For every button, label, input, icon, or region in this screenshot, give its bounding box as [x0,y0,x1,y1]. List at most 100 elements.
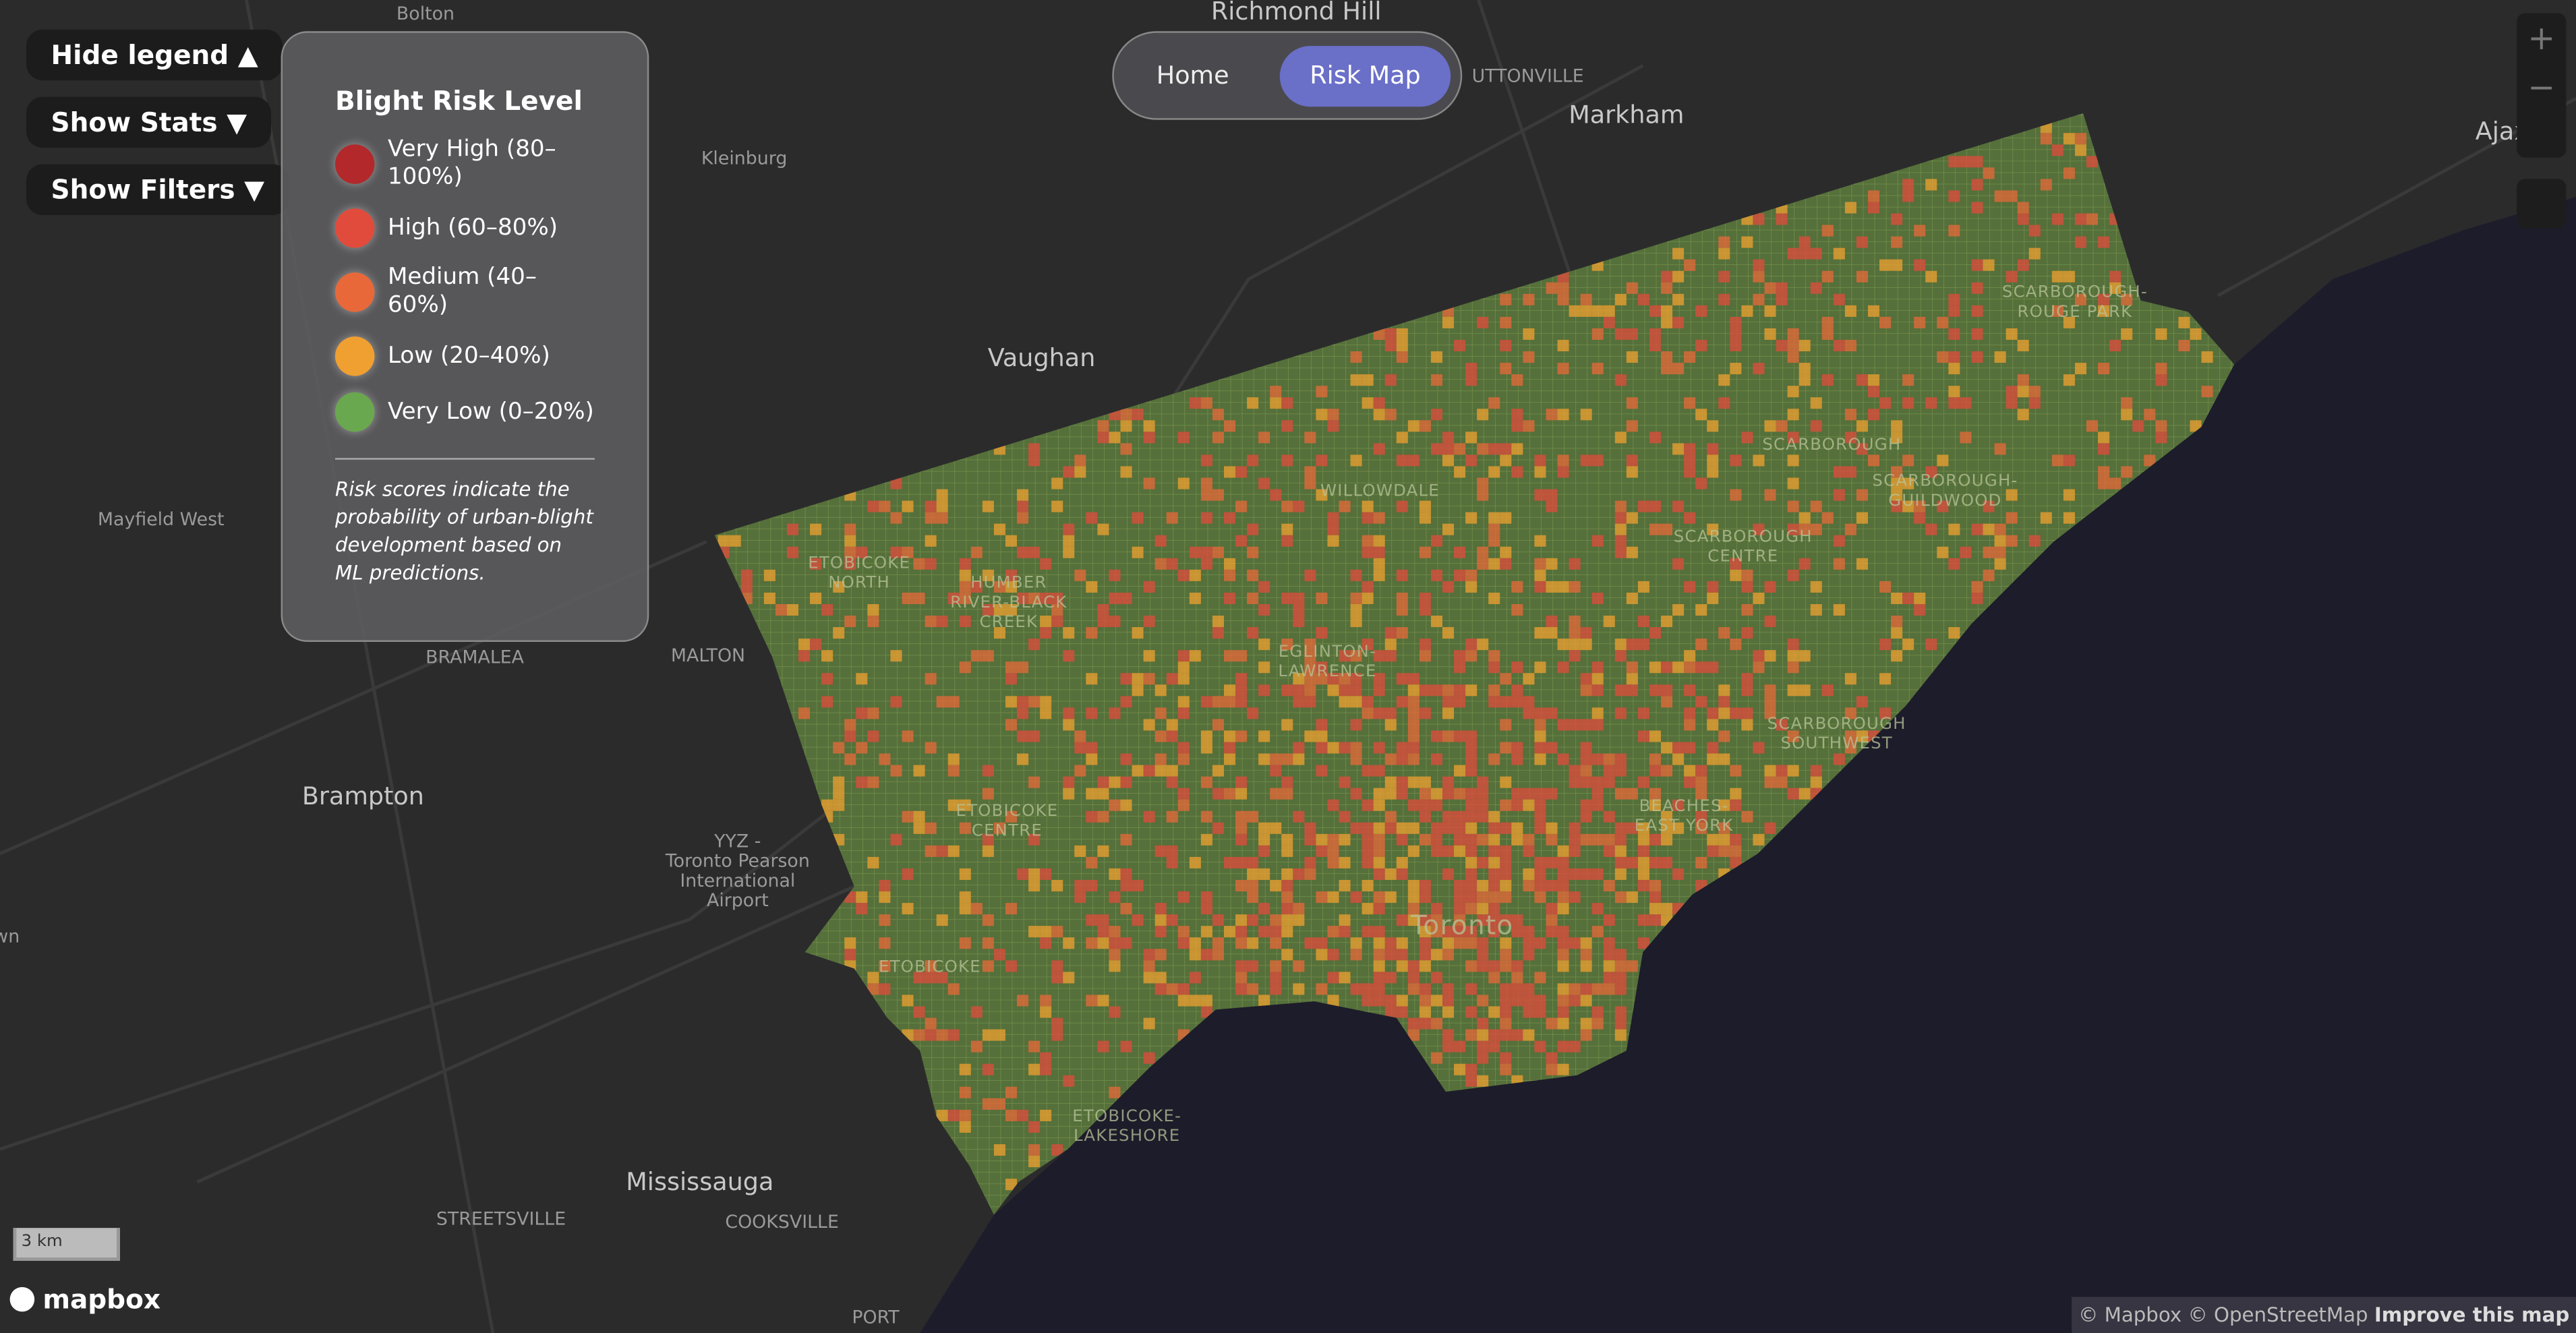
risk-cell [1235,466,1248,478]
risk-cell [1614,650,1627,662]
risk-cell [1591,1017,1604,1030]
risk-cell [1569,868,1581,881]
risk-cell [1730,799,1742,811]
show-stats-button[interactable]: Show Stats ▼ [26,96,272,148]
risk-cell [1316,454,1328,467]
risk-cell [1442,788,1455,800]
attribution-text[interactable]: © Mapbox © OpenStreetMap [2078,1303,2368,1327]
risk-cell [1730,856,1742,868]
risk-cell [1212,616,1224,628]
risk-cell [1614,753,1627,765]
risk-cell [1097,603,1109,616]
risk-cell [1902,179,1914,191]
risk-cell [1695,339,1707,352]
risk-cell [1753,592,1765,604]
risk-cell [1154,983,1167,995]
mapbox-logo[interactable]: mapbox [9,1284,160,1315]
risk-cell [1477,776,1489,788]
improve-map-link[interactable]: Improve this map [2374,1303,2570,1327]
risk-cell [1591,305,1604,317]
risk-cell [1546,903,1558,915]
risk-cell [2074,363,2086,375]
risk-cell [1109,592,1121,604]
risk-cell [821,650,833,662]
risk-cell [1454,903,1466,915]
legend-swatch [334,208,375,248]
risk-cell [993,949,1005,961]
risk-cell [1258,833,1270,846]
home-tab[interactable]: Home [1156,61,1229,90]
risk-cell [2086,213,2099,225]
risk-cell [1028,546,1041,558]
risk-cell [1730,788,1742,800]
risk-cell [1488,810,1500,823]
risk-cell [1488,684,1500,697]
place-label: wn [0,926,20,947]
risk-cell [1316,627,1328,639]
risk-cell [1902,500,1914,512]
risk-cell [1109,569,1121,581]
risk-cell [947,1029,960,1041]
risk-cell [1557,639,1569,651]
risk-cell [1500,845,1512,857]
risk-cell [833,799,845,811]
risk-cell [1454,546,1466,558]
risk-cell [1557,1006,1569,1018]
risk-cell [1442,523,1455,535]
risk-cell [1154,707,1167,719]
risk-cell [913,558,925,570]
risk-cell [1534,707,1546,719]
risk-cell [1534,753,1546,765]
risk-cell [1396,914,1408,926]
risk-cell [1580,810,1592,823]
risk-cell [1028,696,1041,708]
risk-cell [1442,684,1455,697]
risk-cell [1373,650,1385,662]
risk-cell [1120,799,1132,811]
risk-cell [1637,833,1649,846]
risk-cell [1833,753,1845,765]
risk-cell [1373,799,1385,811]
risk-cell [1925,466,1937,478]
risk-cell [1362,926,1374,938]
risk-cell [1637,880,1649,892]
risk-cell [1637,856,1649,868]
risk-cell [1316,661,1328,674]
risk-cell [1500,339,1512,352]
risk-cell [1741,569,1753,581]
risk-cell [1362,799,1374,811]
risk-cell [1362,535,1374,547]
risk-cell [1477,891,1489,904]
risk-cell [1707,420,1719,432]
risk-cell [1511,661,1523,674]
risk-map-tab[interactable]: Risk Map [1279,46,1451,107]
risk-cell [1040,995,1052,1007]
zoom-out[interactable]: − [2527,67,2556,107]
risk-cell [1304,856,1316,868]
fullscreen-button[interactable] [2517,179,2567,229]
risk-cell [1684,466,1696,478]
risk-cell [1477,799,1489,811]
hide-legend-button[interactable]: Hide legend ▲ [26,29,283,81]
risk-cell [798,639,811,651]
risk-cell [1223,856,1236,868]
risk-cell [1235,926,1248,938]
risk-cell [1891,259,1903,271]
risk-cell [1120,420,1132,432]
risk-cell [1465,742,1477,754]
risk-cell [1937,546,1949,558]
risk-cell [1465,730,1477,742]
risk-cell [982,788,994,800]
risk-cell [1362,983,1374,995]
risk-cell [1005,581,1018,593]
risk-cell [1373,868,1385,881]
risk-cell [1477,995,1489,1007]
risk-cell [1270,489,1282,501]
risk-cell [867,730,879,742]
show-filters-button[interactable]: Show Filters ▼ [26,164,289,215]
risk-cell [982,937,994,949]
risk-cell [1281,639,1293,651]
risk-cell [1040,1052,1052,1064]
risk-cell [1247,546,1259,558]
zoom-in[interactable]: + [2527,18,2556,58]
